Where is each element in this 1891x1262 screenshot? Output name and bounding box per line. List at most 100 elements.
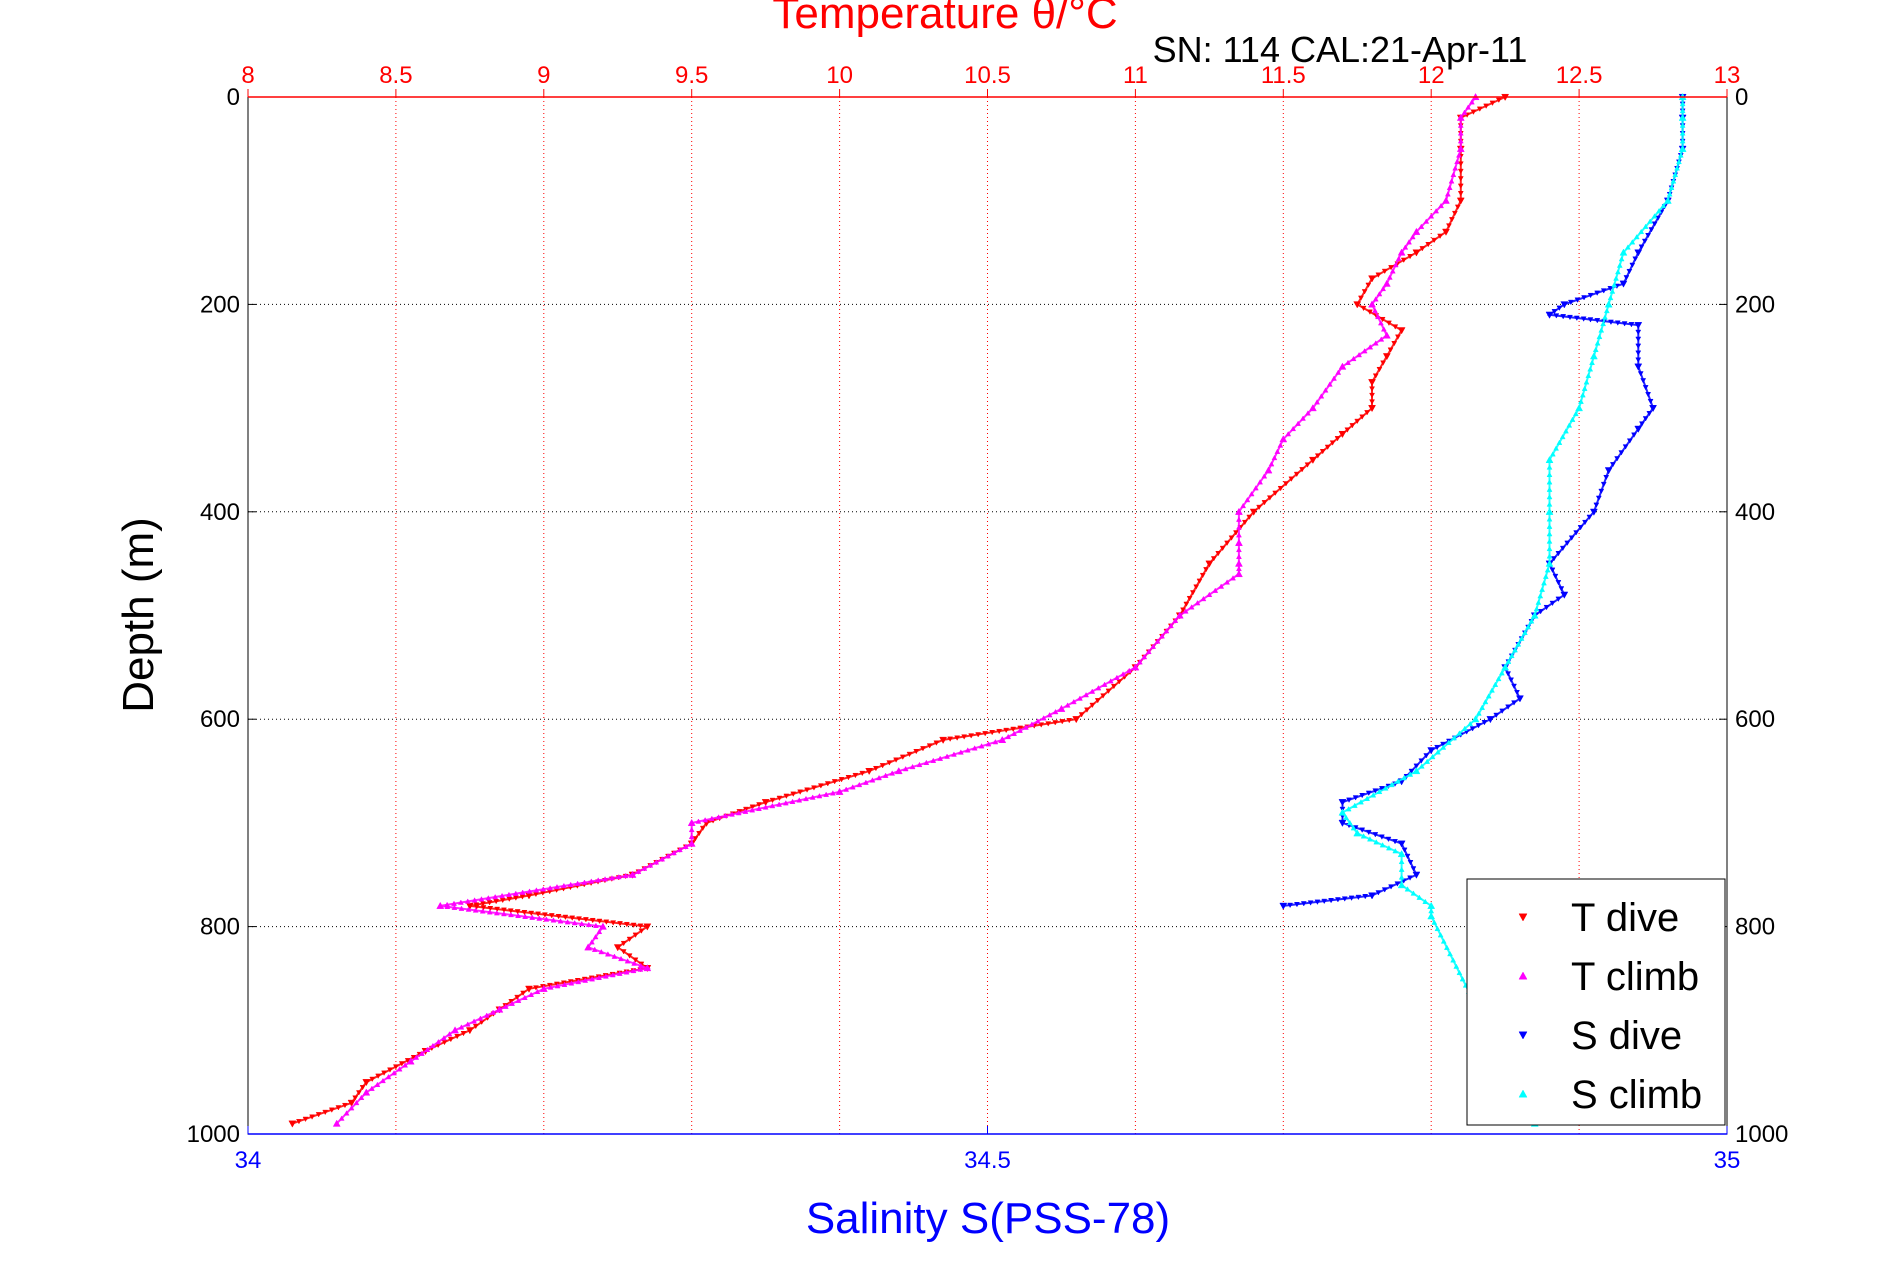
data-point: [1230, 575, 1236, 581]
data-point: [869, 777, 876, 783]
data-point: [638, 928, 645, 934]
data-point: [1397, 840, 1406, 848]
data-point: [1045, 721, 1052, 727]
data-point: [554, 983, 561, 989]
data-point: [1448, 217, 1455, 223]
data-point: [1592, 346, 1599, 353]
data-point: [894, 767, 903, 775]
data-point: [1356, 351, 1363, 358]
temperature-tick-label: 11: [1123, 62, 1148, 89]
data-point: [1609, 462, 1616, 468]
data-point: [1442, 228, 1450, 236]
data-point: [1367, 836, 1373, 842]
data-point: [1277, 442, 1284, 448]
data-point: [954, 735, 961, 741]
data-point: [1604, 467, 1613, 475]
data-point: [630, 922, 637, 929]
data-point: [1609, 288, 1616, 294]
data-point: [1482, 698, 1489, 705]
data-point: [1379, 842, 1386, 848]
series-t-climb: [332, 92, 1480, 1127]
data-point: [515, 997, 522, 1003]
data-point: [1631, 432, 1637, 438]
data-point: [1397, 849, 1406, 858]
data-point: [930, 757, 937, 763]
data-point: [472, 907, 479, 913]
data-point: [1440, 938, 1447, 944]
data-point: [1382, 279, 1391, 287]
data-point: [514, 994, 521, 1001]
data-point: [1365, 282, 1372, 288]
data-point: [1277, 485, 1284, 492]
data-point: [514, 909, 521, 915]
data-point: [480, 901, 486, 907]
data-point: [1105, 688, 1112, 694]
data-point: [647, 862, 654, 868]
data-point: [1141, 653, 1148, 660]
data-point: [1352, 795, 1359, 801]
data-point: [1525, 624, 1532, 630]
data-point: [521, 909, 528, 916]
data-point: [1017, 727, 1023, 733]
data-point: [1326, 381, 1333, 387]
data-point: [643, 964, 652, 972]
data-point: [1350, 355, 1357, 362]
data-point: [937, 755, 944, 761]
data-point: [1398, 866, 1405, 872]
data-point: [589, 917, 596, 924]
data-point: [533, 985, 539, 991]
data-point: [968, 733, 975, 739]
data-point: [1159, 633, 1165, 639]
data-point: [1410, 890, 1417, 896]
data-point: [1560, 591, 1569, 599]
data-point: [486, 900, 493, 906]
data-point: [1476, 106, 1483, 112]
data-point: [804, 787, 810, 793]
data-point: [1387, 347, 1394, 353]
data-point: [487, 906, 494, 912]
data-point: [889, 770, 896, 776]
data-point: [1416, 894, 1423, 900]
data-point: [944, 753, 950, 759]
data-point: [1600, 481, 1607, 488]
data-point: [1295, 420, 1302, 426]
data-point: [1110, 683, 1117, 690]
data-point: [1355, 894, 1362, 901]
data-point: [1541, 580, 1547, 586]
data-point: [1376, 366, 1383, 373]
data-point: [916, 761, 923, 768]
data-point: [1215, 551, 1222, 557]
data-point: [1101, 681, 1108, 687]
data-point: [1241, 519, 1248, 526]
data-point: [1461, 109, 1468, 115]
data-point: [1034, 718, 1041, 724]
data-point: [1167, 622, 1174, 629]
data-point: [978, 743, 985, 749]
data-point: [1498, 670, 1505, 676]
data-point: [845, 775, 852, 781]
data-point: [413, 1054, 420, 1060]
depth-tick-label-left: 200: [200, 291, 240, 318]
data-point: [1126, 667, 1133, 674]
data-point: [715, 814, 722, 820]
data-point: [352, 1095, 359, 1101]
data-point: [617, 921, 623, 927]
data-point: [626, 936, 633, 943]
data-point: [1595, 495, 1602, 501]
legend-marker: [1518, 913, 1528, 922]
data-point: [1647, 398, 1654, 405]
data-point: [1386, 320, 1392, 326]
data-point: [1639, 421, 1645, 427]
data-point: [1321, 898, 1328, 905]
data-point: [1440, 744, 1447, 750]
data-point: [1084, 707, 1090, 713]
data-point: [1446, 184, 1453, 190]
data-point: [1579, 392, 1586, 398]
data-point: [1354, 418, 1361, 425]
data-point: [1528, 618, 1535, 624]
data-point: [611, 953, 618, 959]
data-point: [591, 946, 598, 952]
data-point: [1372, 788, 1379, 794]
data-point: [1469, 726, 1476, 732]
data-point: [902, 765, 909, 772]
